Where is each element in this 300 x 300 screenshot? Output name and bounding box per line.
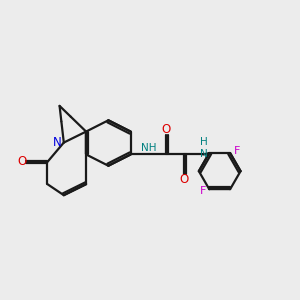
Text: F: F <box>233 146 240 156</box>
Text: O: O <box>180 173 189 186</box>
Text: O: O <box>162 123 171 136</box>
Text: NH: NH <box>141 143 157 153</box>
Text: N: N <box>53 136 62 149</box>
Text: H
N: H N <box>200 137 208 159</box>
Text: F: F <box>200 186 206 196</box>
Text: O: O <box>17 155 27 168</box>
